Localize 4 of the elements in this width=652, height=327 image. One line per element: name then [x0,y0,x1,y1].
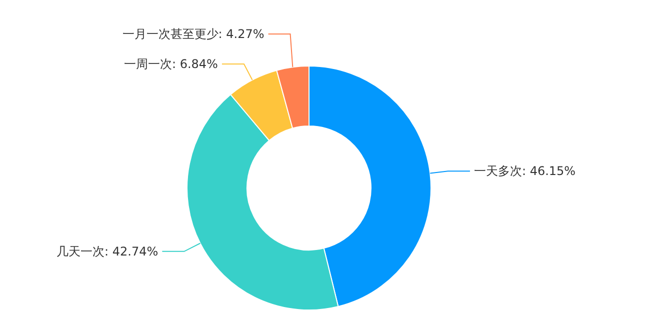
slice-label: 一月一次甚至更少: 4.27% [122,27,264,42]
slice-label: 一周一次: 6.84% [124,57,218,72]
slice-label: 一天多次: 46.15% [474,164,576,178]
slice-label: 几天一次: 42.74% [56,244,158,258]
